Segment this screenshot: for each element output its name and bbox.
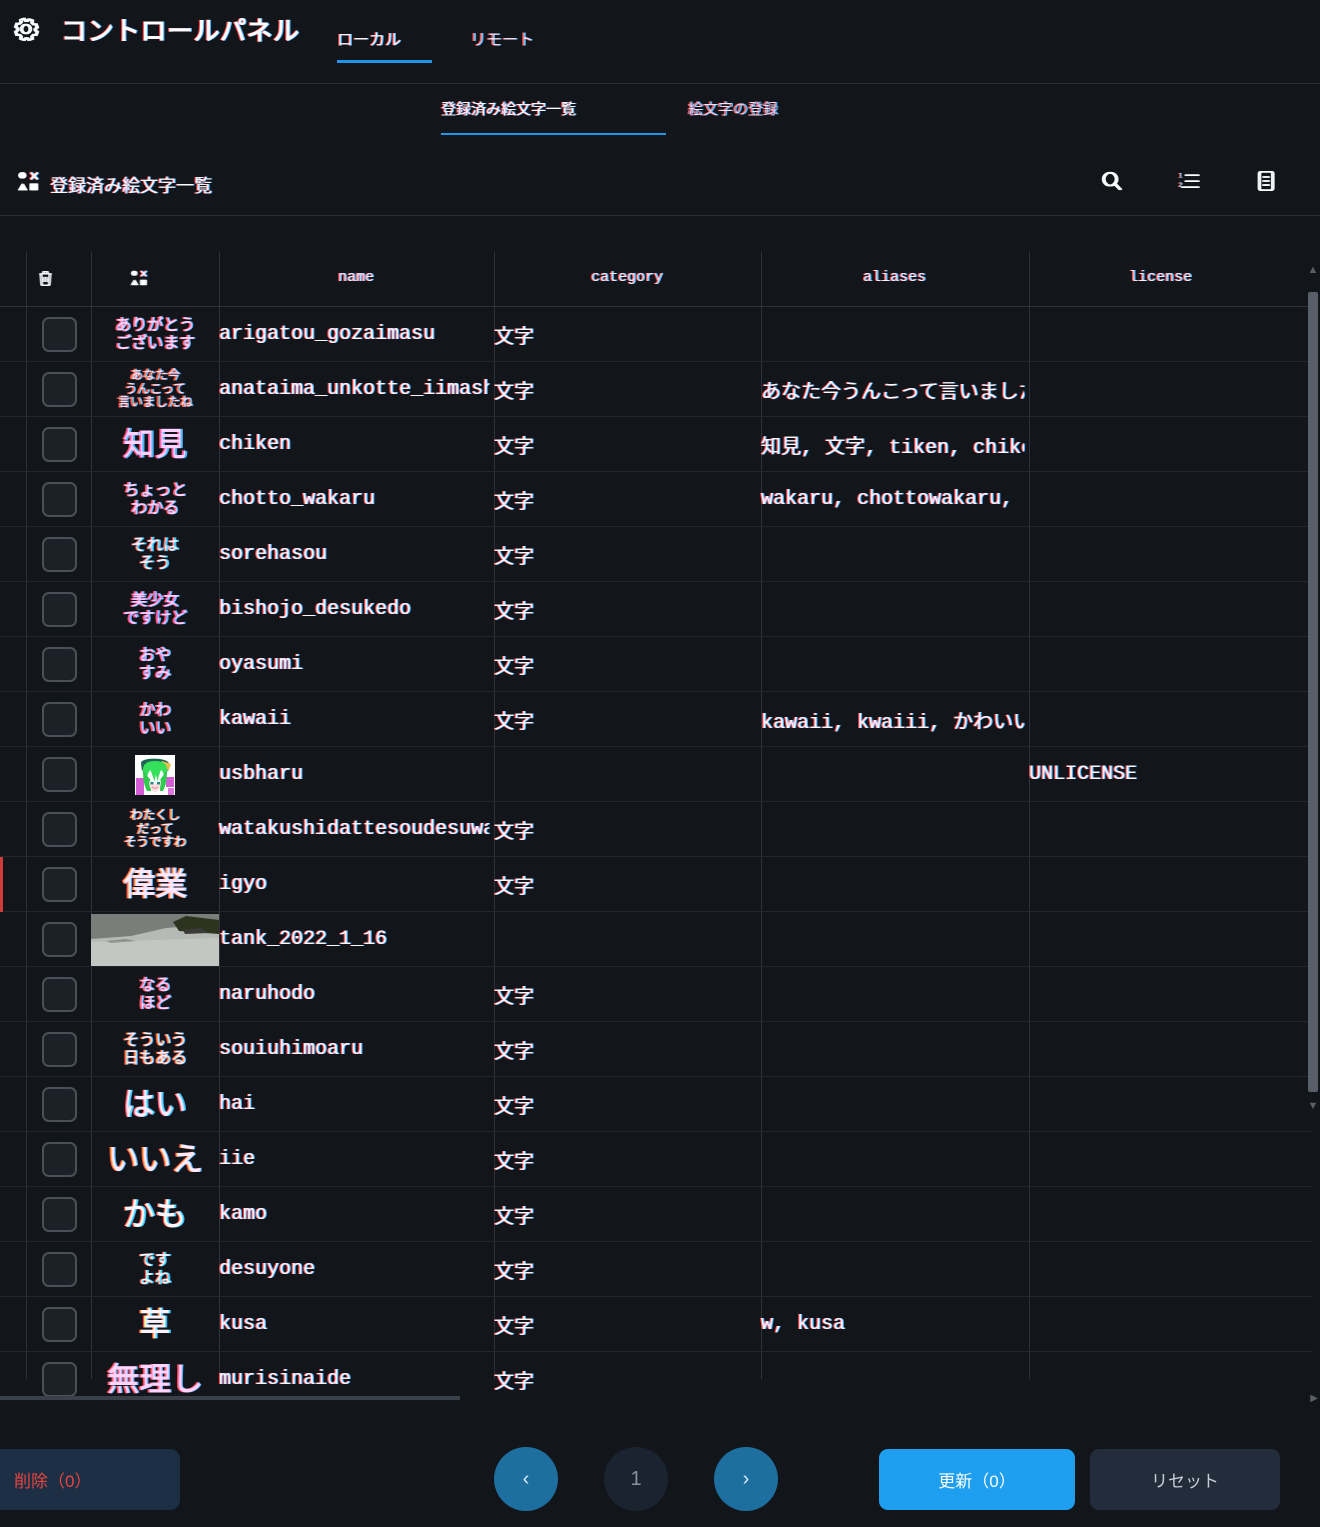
svg-text:2: 2 — [1178, 182, 1182, 189]
svg-text:1: 1 — [1178, 173, 1182, 180]
